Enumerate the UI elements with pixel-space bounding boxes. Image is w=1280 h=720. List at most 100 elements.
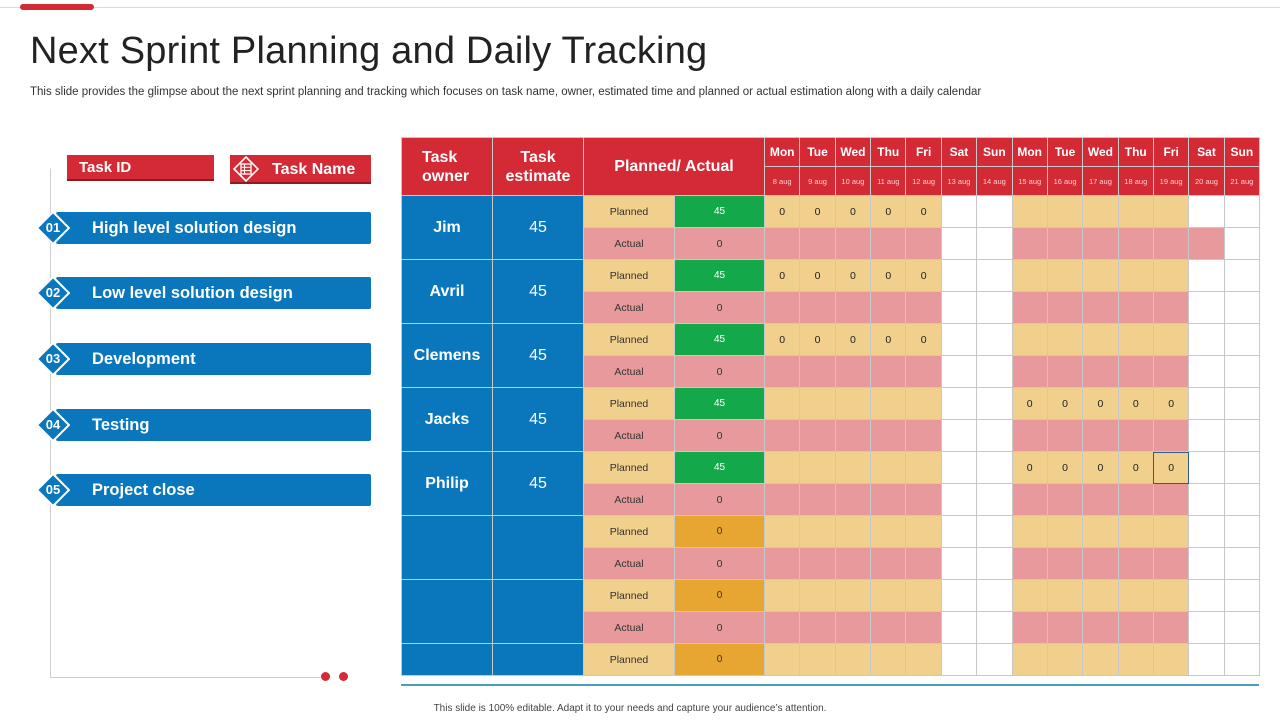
planned-day-cell[interactable] (976, 259, 1013, 292)
actual-day-cell[interactable] (870, 291, 907, 324)
planned-day-cell[interactable] (1117, 643, 1154, 676)
actual-day-cell[interactable] (1188, 611, 1225, 644)
actual-day-cell[interactable] (763, 355, 801, 388)
actual-day-cell[interactable] (940, 611, 978, 644)
actual-day-cell[interactable] (1046, 419, 1084, 452)
planned-day-cell[interactable] (1152, 643, 1190, 676)
actual-day-cell[interactable] (799, 419, 836, 452)
planned-day-cell[interactable]: 0 (1117, 451, 1154, 484)
actual-day-cell[interactable] (976, 611, 1013, 644)
actual-day-cell[interactable] (1223, 419, 1261, 452)
actual-day-cell[interactable] (1223, 291, 1261, 324)
actual-day-cell[interactable] (1188, 227, 1225, 260)
planned-day-cell[interactable]: 0 (1152, 387, 1190, 420)
planned-day-cell[interactable] (1188, 195, 1225, 228)
planned-day-cell[interactable] (1188, 579, 1225, 612)
planned-day-cell[interactable] (870, 643, 907, 676)
planned-day-cell[interactable] (799, 643, 836, 676)
planned-day-cell[interactable] (1223, 195, 1261, 228)
actual-day-cell[interactable] (940, 291, 978, 324)
planned-day-cell[interactable] (834, 451, 872, 484)
planned-day-cell[interactable] (870, 579, 907, 612)
planned-day-cell[interactable]: 0 (799, 195, 836, 228)
planned-day-cell[interactable]: 0 (834, 259, 872, 292)
planned-day-cell[interactable] (976, 515, 1013, 548)
actual-day-cell[interactable] (870, 419, 907, 452)
actual-day-cell[interactable] (1117, 483, 1154, 516)
actual-day-cell[interactable] (1082, 291, 1119, 324)
planned-day-cell[interactable] (1188, 451, 1225, 484)
planned-day-cell[interactable] (905, 643, 942, 676)
actual-day-cell[interactable] (976, 547, 1013, 580)
planned-day-cell[interactable] (940, 259, 978, 292)
actual-day-cell[interactable] (1011, 355, 1048, 388)
actual-day-cell[interactable] (1152, 419, 1190, 452)
actual-day-cell[interactable] (1152, 483, 1190, 516)
planned-day-cell[interactable] (940, 387, 978, 420)
planned-day-cell[interactable]: 0 (1082, 387, 1119, 420)
actual-day-cell[interactable] (1223, 547, 1261, 580)
planned-day-cell[interactable] (763, 387, 801, 420)
planned-day-cell[interactable]: 0 (1011, 451, 1048, 484)
planned-day-cell[interactable] (1082, 259, 1119, 292)
actual-day-cell[interactable] (834, 483, 872, 516)
planned-day-cell[interactable] (1152, 259, 1190, 292)
actual-day-cell[interactable] (799, 483, 836, 516)
planned-day-cell[interactable] (1011, 515, 1048, 548)
planned-day-cell[interactable] (1046, 643, 1084, 676)
actual-day-cell[interactable] (1046, 483, 1084, 516)
actual-day-cell[interactable] (870, 483, 907, 516)
actual-day-cell[interactable] (905, 355, 942, 388)
actual-day-cell[interactable] (1046, 227, 1084, 260)
planned-day-cell[interactable]: 0 (763, 195, 801, 228)
planned-day-cell[interactable] (1152, 323, 1190, 356)
planned-day-cell[interactable] (1046, 259, 1084, 292)
actual-day-cell[interactable] (976, 483, 1013, 516)
planned-day-cell[interactable] (976, 195, 1013, 228)
actual-day-cell[interactable] (1117, 227, 1154, 260)
planned-day-cell[interactable]: 0 (905, 323, 942, 356)
actual-day-cell[interactable] (870, 611, 907, 644)
actual-day-cell[interactable] (1152, 547, 1190, 580)
planned-day-cell[interactable] (976, 451, 1013, 484)
planned-day-cell[interactable] (870, 451, 907, 484)
planned-day-cell[interactable] (763, 579, 801, 612)
planned-day-cell[interactable]: 0 (1046, 387, 1084, 420)
actual-day-cell[interactable] (1223, 483, 1261, 516)
actual-day-cell[interactable] (940, 419, 978, 452)
planned-day-cell[interactable]: 0 (1117, 387, 1154, 420)
actual-day-cell[interactable] (1117, 291, 1154, 324)
actual-day-cell[interactable] (1188, 291, 1225, 324)
planned-day-cell[interactable] (1223, 451, 1261, 484)
actual-day-cell[interactable] (1117, 611, 1154, 644)
actual-day-cell[interactable] (799, 227, 836, 260)
actual-day-cell[interactable] (940, 355, 978, 388)
actual-day-cell[interactable] (834, 291, 872, 324)
actual-day-cell[interactable] (905, 227, 942, 260)
planned-day-cell[interactable] (1046, 195, 1084, 228)
actual-day-cell[interactable] (763, 227, 801, 260)
actual-day-cell[interactable] (799, 547, 836, 580)
actual-day-cell[interactable] (1082, 611, 1119, 644)
planned-day-cell[interactable] (1152, 579, 1190, 612)
actual-day-cell[interactable] (905, 419, 942, 452)
planned-day-cell[interactable] (799, 387, 836, 420)
actual-day-cell[interactable] (1152, 355, 1190, 388)
actual-day-cell[interactable] (1117, 419, 1154, 452)
actual-day-cell[interactable] (1011, 227, 1048, 260)
planned-day-cell[interactable] (1082, 643, 1119, 676)
planned-day-cell[interactable] (1011, 579, 1048, 612)
planned-day-cell[interactable] (976, 579, 1013, 612)
planned-day-cell[interactable]: 0 (1046, 451, 1084, 484)
actual-day-cell[interactable] (1011, 419, 1048, 452)
planned-day-cell[interactable] (834, 387, 872, 420)
actual-day-cell[interactable] (905, 611, 942, 644)
planned-day-cell[interactable] (1152, 195, 1190, 228)
planned-day-cell[interactable] (799, 579, 836, 612)
actual-day-cell[interactable] (940, 547, 978, 580)
planned-day-cell[interactable] (1117, 195, 1154, 228)
actual-day-cell[interactable] (763, 547, 801, 580)
planned-day-cell[interactable] (834, 515, 872, 548)
actual-day-cell[interactable] (1046, 355, 1084, 388)
actual-day-cell[interactable] (976, 419, 1013, 452)
